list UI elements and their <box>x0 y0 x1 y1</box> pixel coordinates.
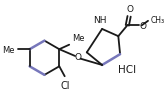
Text: O: O <box>127 5 133 14</box>
Text: CH₃: CH₃ <box>151 15 165 24</box>
Text: Me: Me <box>72 34 84 43</box>
Text: HCl: HCl <box>118 65 136 75</box>
Text: Me: Me <box>2 45 14 54</box>
Text: O: O <box>74 53 81 62</box>
Text: NH: NH <box>94 15 107 24</box>
Text: Cl: Cl <box>61 80 70 90</box>
Text: O: O <box>140 22 147 31</box>
